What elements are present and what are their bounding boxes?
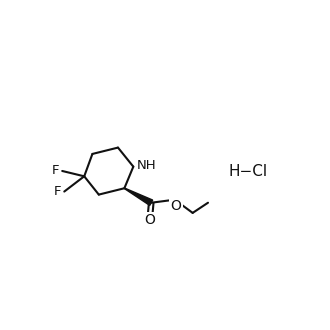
Text: H−Cl: H−Cl [229,164,268,179]
Text: F: F [54,185,62,198]
Text: O: O [144,213,155,227]
Text: NH: NH [136,159,156,172]
Text: F: F [52,164,60,177]
Text: O: O [171,199,182,213]
Polygon shape [124,188,153,205]
